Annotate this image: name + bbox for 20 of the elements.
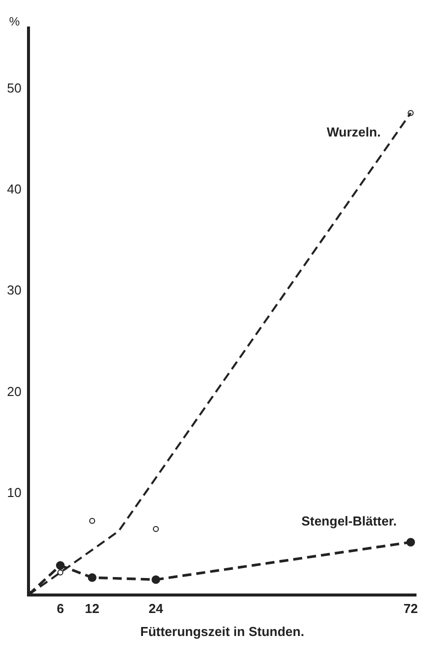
y-tick-label: 20 [6,384,22,399]
y-tick-label: 30 [6,282,22,298]
x-axis-title: Fütterungszeit in Stunden. [140,624,304,639]
series-label: Stengel‑Blätter. [301,514,397,529]
point [406,538,415,546]
y-tick-label: 40 [6,182,22,197]
point [89,518,96,524]
point [56,561,65,570]
x-tick-label: 12 [84,601,100,616]
y-tick-label: 10 [6,485,22,500]
point [57,570,64,576]
series-label: Wurzeln. [326,124,381,140]
point [152,526,159,532]
x-tick-label: 24 [148,601,164,616]
point [88,573,96,582]
y-tick-label: 50 [6,80,22,96]
y-axis-title: % [9,14,20,28]
point [152,575,160,584]
x-tick-label: 6 [56,601,64,616]
x-tick-label: 72 [403,601,418,616]
